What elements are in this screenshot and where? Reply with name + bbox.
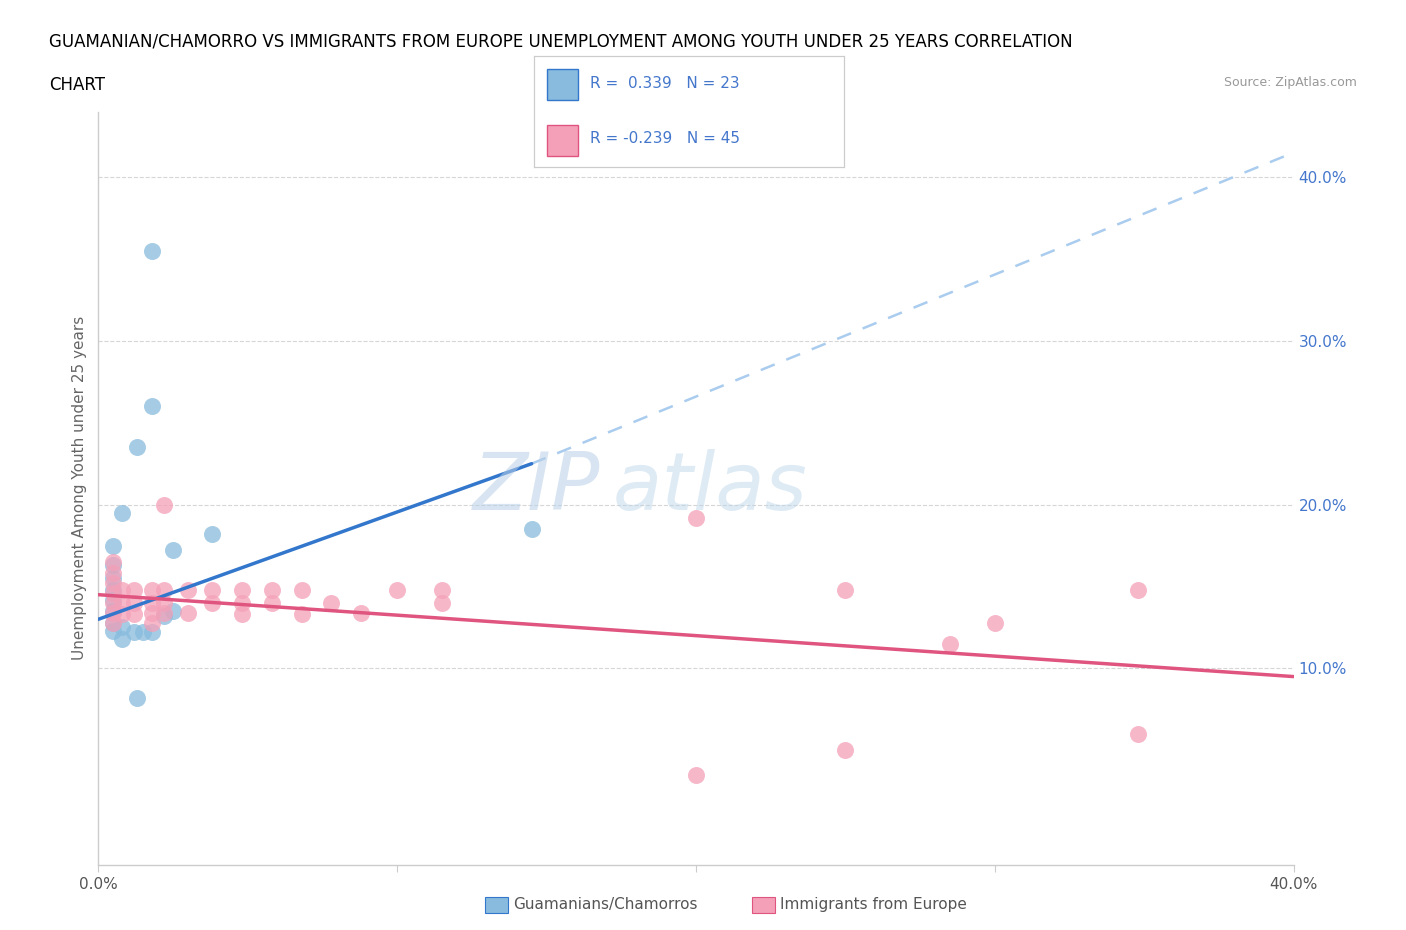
Point	[430, 582, 453, 597]
Point	[141, 399, 163, 414]
Point	[111, 620, 134, 635]
Point	[127, 690, 149, 705]
Point	[834, 582, 856, 597]
Point	[103, 554, 125, 569]
Point	[124, 607, 146, 622]
Point	[153, 595, 176, 610]
Point	[103, 558, 125, 573]
Point	[103, 604, 125, 618]
Point	[231, 595, 253, 610]
Point	[103, 576, 125, 591]
Point	[430, 595, 453, 610]
Point	[260, 595, 283, 610]
Point	[141, 605, 163, 620]
Point	[103, 566, 125, 581]
FancyBboxPatch shape	[547, 69, 578, 100]
Point	[834, 743, 856, 758]
Point	[153, 498, 176, 512]
Point	[141, 582, 163, 597]
Point	[141, 615, 163, 630]
Point	[141, 625, 163, 640]
Point	[385, 582, 409, 597]
Point	[111, 505, 134, 520]
Point	[124, 595, 146, 610]
Point	[201, 526, 224, 541]
Point	[141, 244, 163, 259]
Point	[141, 595, 163, 610]
Point	[162, 604, 184, 618]
Point	[177, 582, 200, 597]
Point	[103, 595, 125, 610]
Point	[350, 605, 373, 620]
Text: CHART: CHART	[49, 76, 105, 94]
Point	[103, 615, 125, 630]
Point	[103, 615, 125, 630]
Point	[1128, 582, 1150, 597]
Y-axis label: Unemployment Among Youth under 25 years: Unemployment Among Youth under 25 years	[72, 316, 87, 660]
Point	[127, 440, 149, 455]
Point	[103, 582, 125, 597]
Point	[201, 582, 224, 597]
Point	[124, 625, 146, 640]
Point	[124, 582, 146, 597]
Point	[111, 582, 134, 597]
Point	[162, 543, 184, 558]
Point	[685, 511, 707, 525]
Point	[103, 571, 125, 586]
Point	[939, 636, 962, 651]
FancyBboxPatch shape	[547, 125, 578, 156]
Point	[201, 595, 224, 610]
Point	[291, 582, 314, 597]
Point	[260, 582, 283, 597]
Point	[520, 522, 543, 537]
Text: Guamanians/Chamorros: Guamanians/Chamorros	[513, 897, 697, 912]
Point	[111, 595, 134, 610]
Point	[103, 592, 125, 607]
Point	[103, 586, 125, 601]
Text: Immigrants from Europe: Immigrants from Europe	[780, 897, 967, 912]
Point	[111, 631, 134, 646]
Point	[103, 623, 125, 638]
Point	[111, 607, 134, 622]
Text: R = -0.239   N = 45: R = -0.239 N = 45	[591, 131, 740, 146]
Text: R =  0.339   N = 23: R = 0.339 N = 23	[591, 76, 740, 91]
Point	[231, 607, 253, 622]
Point	[132, 625, 155, 640]
Point	[177, 605, 200, 620]
Point	[103, 538, 125, 553]
Point	[153, 608, 176, 623]
Point	[685, 767, 707, 782]
Point	[153, 605, 176, 620]
Text: GUAMANIAN/CHAMORRO VS IMMIGRANTS FROM EUROPE UNEMPLOYMENT AMONG YOUTH UNDER 25 Y: GUAMANIAN/CHAMORRO VS IMMIGRANTS FROM EU…	[49, 33, 1073, 50]
Point	[231, 582, 253, 597]
Point	[1128, 726, 1150, 741]
Point	[291, 607, 314, 622]
Text: Source: ZipAtlas.com: Source: ZipAtlas.com	[1223, 76, 1357, 89]
Text: atlas: atlas	[613, 449, 807, 527]
Point	[153, 582, 176, 597]
Text: ZIP: ZIP	[472, 449, 600, 527]
Point	[984, 615, 1007, 630]
Point	[321, 595, 343, 610]
Point	[103, 605, 125, 620]
